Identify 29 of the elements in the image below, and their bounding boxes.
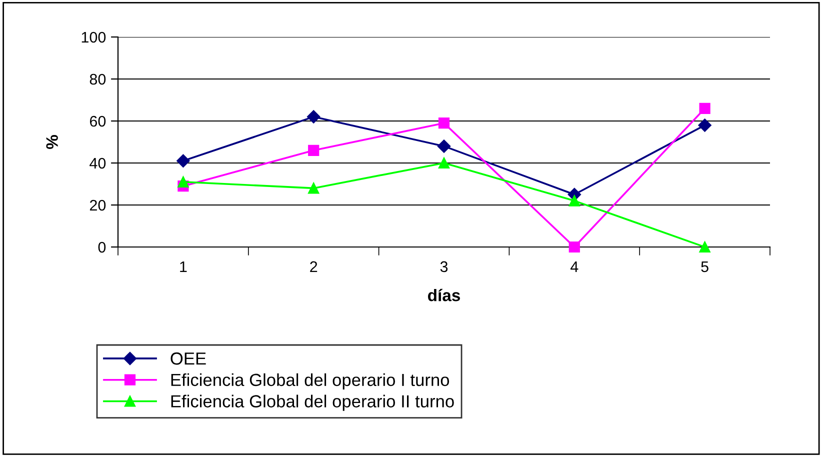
point: [438, 157, 450, 169]
x-tick-label: 3: [440, 261, 448, 272]
point: [178, 176, 189, 188]
point: [699, 241, 710, 253]
point: [568, 241, 580, 253]
y-axis-title: %: [46, 135, 58, 149]
point: [308, 144, 320, 156]
legend-label: Eficiencia Global del operario II turno: [171, 394, 454, 411]
point: [307, 110, 320, 124]
y-tick-label: 80: [90, 74, 106, 85]
y-tick-label: 20: [90, 200, 106, 211]
x-tick-label: 1: [180, 261, 187, 272]
x-tick-label: 2: [310, 261, 318, 272]
y-tick-label: 40: [90, 158, 106, 169]
point: [568, 195, 580, 206]
point: [699, 102, 710, 114]
x-tick-label: 5: [701, 261, 708, 272]
y-tick-label: 0: [98, 242, 106, 253]
point: [176, 154, 190, 168]
legend-label: OEE: [170, 352, 206, 365]
y-tick-label: 60: [90, 116, 106, 127]
point: [437, 140, 451, 153]
point: [698, 118, 712, 132]
x-axis-title: días: [428, 288, 460, 302]
point: [308, 182, 320, 194]
legend-label: Eficiencia Global del operario I turno: [171, 373, 450, 390]
point: [438, 118, 450, 129]
x-tick-label: 4: [570, 261, 578, 272]
y-tick-label: 100: [82, 32, 106, 43]
